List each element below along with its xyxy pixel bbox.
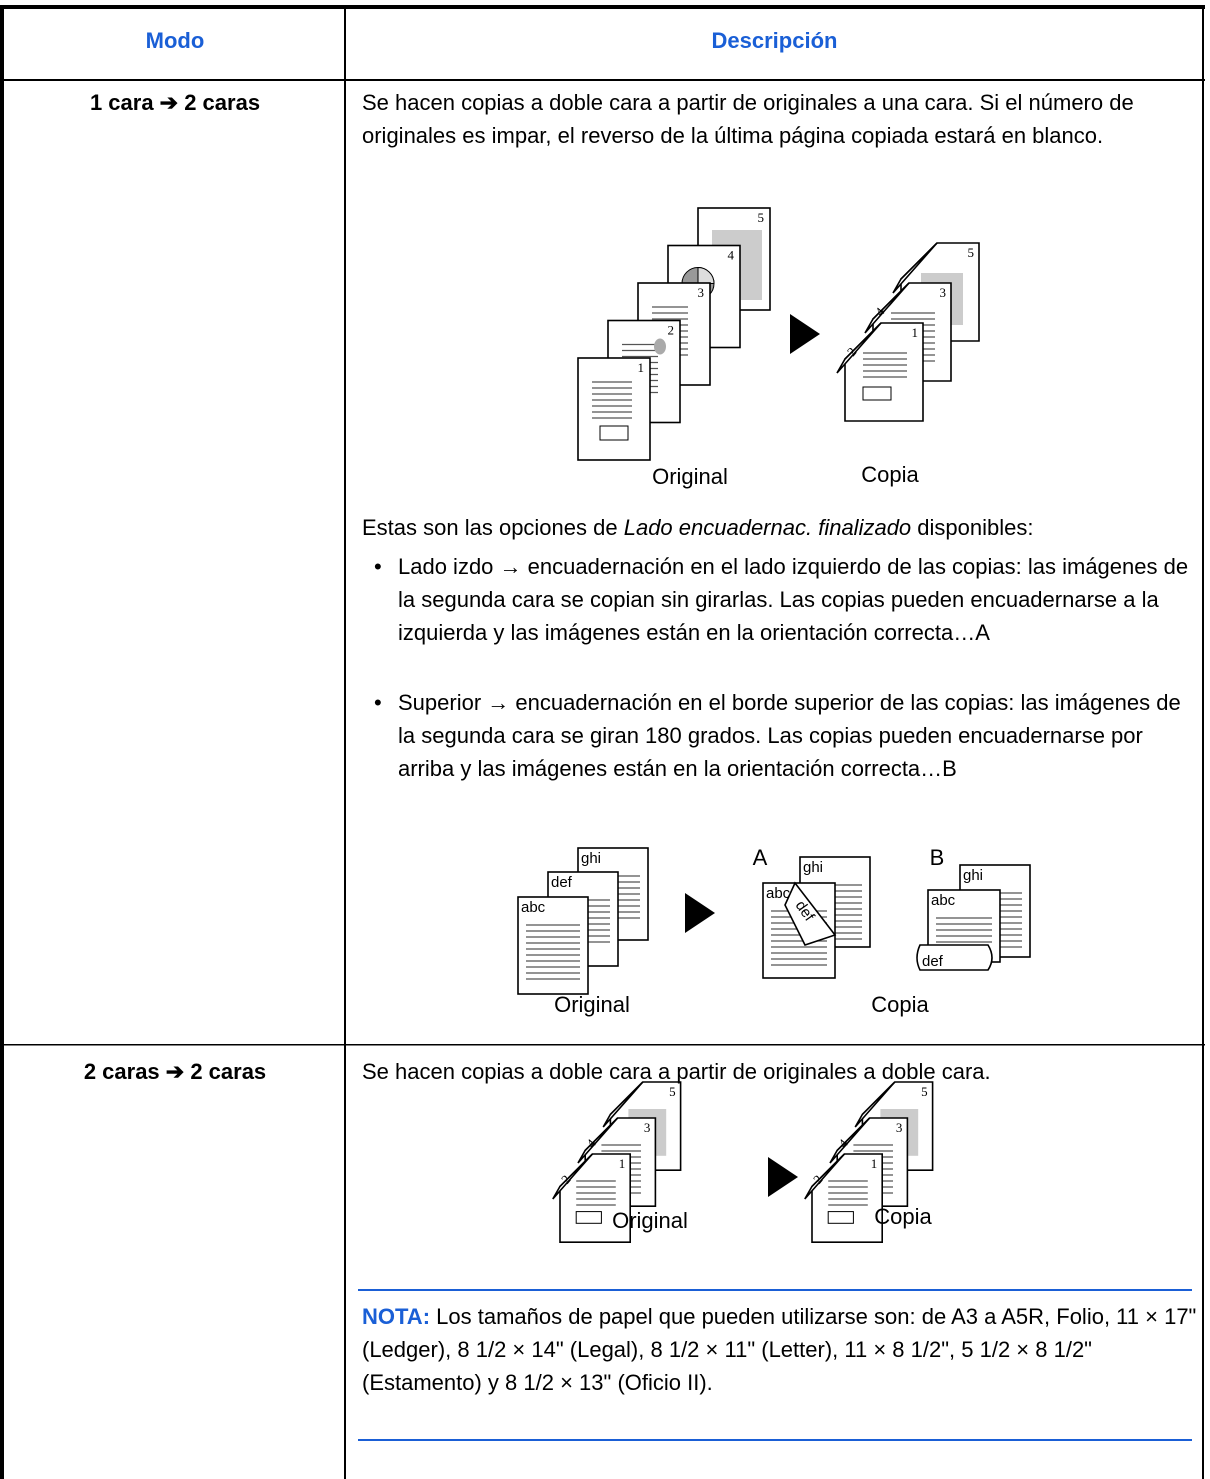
page-text: ghi xyxy=(581,850,601,867)
flap xyxy=(784,881,837,946)
page-number: 2 xyxy=(668,323,675,338)
page-text: ghi xyxy=(803,859,823,876)
label: Copia xyxy=(861,462,919,487)
page xyxy=(517,896,589,995)
page-number: 3 xyxy=(896,1120,903,1135)
border xyxy=(0,5,1205,9)
page-number: 1 xyxy=(619,1156,626,1171)
page-text: def xyxy=(551,874,573,891)
option: Superior → encuadernación en el borde su… xyxy=(374,686,1193,785)
box xyxy=(599,425,629,441)
border xyxy=(0,1044,1205,1046)
image xyxy=(654,338,666,355)
note: NOTA: Los tamaños de papel que pueden ut… xyxy=(362,1300,1197,1399)
page-number: 5 xyxy=(921,1084,928,1099)
text: Estas son las opciones de xyxy=(362,515,624,540)
flap xyxy=(552,1153,594,1200)
page-number: 4 xyxy=(728,248,735,263)
label: A xyxy=(753,845,768,870)
page-number: 1 xyxy=(638,360,645,375)
flap xyxy=(864,282,910,334)
image xyxy=(697,266,715,284)
page-number: 3 xyxy=(698,285,705,300)
note-rule xyxy=(358,1439,1192,1441)
flap xyxy=(829,1117,871,1164)
box xyxy=(827,1211,854,1224)
box xyxy=(862,386,892,401)
flap xyxy=(854,1081,896,1128)
label: Original xyxy=(554,992,630,1017)
arrow xyxy=(685,893,715,933)
flap xyxy=(836,322,882,374)
description: Se hacen copias a doble cara a partir de… xyxy=(362,90,1134,148)
border xyxy=(0,79,1205,81)
page-text: abc xyxy=(766,885,791,902)
option: Lado izdo → encuadernación en el lado iz… xyxy=(374,550,1193,649)
flap xyxy=(577,1117,619,1164)
page-number: 5 xyxy=(669,1084,676,1099)
page-number: 3 xyxy=(940,285,947,300)
options-intro: Estas son las opciones de Lado encuadern… xyxy=(362,511,1190,544)
box xyxy=(575,1211,602,1224)
page-number: 1 xyxy=(871,1156,878,1171)
flap xyxy=(804,1153,846,1200)
label: B xyxy=(930,845,945,870)
arrow xyxy=(790,314,820,354)
page-text: abc xyxy=(521,899,546,916)
emphasis: Lado encuadernac. finalizado xyxy=(623,515,912,540)
flap xyxy=(892,242,938,294)
page-number: 1 xyxy=(912,325,919,340)
border xyxy=(0,5,4,1479)
note-rule xyxy=(358,1289,1192,1291)
flap xyxy=(602,1081,644,1128)
page-text: ghi xyxy=(963,867,983,884)
note-text: Los tamaños de papel que pueden utilizar… xyxy=(362,1304,1197,1395)
mode: 2 caras ➔ 2 caras xyxy=(83,1059,267,1084)
text: disponibles: xyxy=(911,515,1034,540)
page-text: def xyxy=(922,953,944,970)
page-number: 5 xyxy=(758,210,765,225)
note-label: NOTA: xyxy=(362,1304,431,1329)
border xyxy=(344,5,346,1479)
label: Copia xyxy=(871,992,929,1017)
description: Se hacen copias a doble cara a partir de… xyxy=(362,1059,991,1084)
border xyxy=(1202,5,1204,1479)
arrow xyxy=(768,1157,798,1197)
header-cell: Modo xyxy=(145,28,205,53)
label: Copia xyxy=(874,1204,932,1229)
label: Original xyxy=(652,464,728,489)
label: Original xyxy=(612,1208,688,1233)
page-number: 3 xyxy=(644,1120,651,1135)
page-text: abc xyxy=(931,892,956,909)
page-number: 5 xyxy=(968,245,975,260)
page xyxy=(577,357,651,461)
mode: 1 cara ➔ 2 caras xyxy=(89,90,261,115)
curl xyxy=(916,944,993,971)
header-cell: Descripción xyxy=(711,28,838,53)
